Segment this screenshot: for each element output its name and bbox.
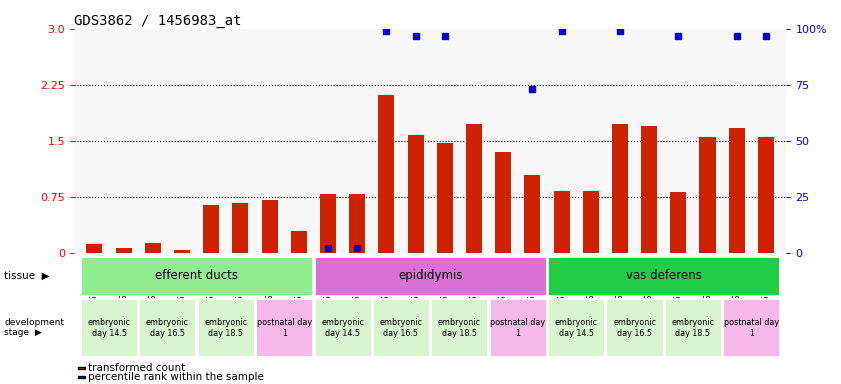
Text: embryonic
day 16.5: embryonic day 16.5 <box>379 318 422 338</box>
Bar <box>197 298 255 357</box>
Bar <box>641 126 657 253</box>
Bar <box>670 192 686 253</box>
Text: embryonic
day 14.5: embryonic day 14.5 <box>321 318 364 338</box>
Bar <box>262 200 278 253</box>
Bar <box>436 143 452 253</box>
Text: embryonic
day 16.5: embryonic day 16.5 <box>146 318 189 338</box>
Bar <box>349 194 365 253</box>
Bar <box>553 191 569 253</box>
Bar <box>700 137 716 253</box>
Bar <box>758 137 774 253</box>
Text: embryonic
day 16.5: embryonic day 16.5 <box>613 318 656 338</box>
Bar <box>547 298 606 357</box>
Bar <box>612 124 628 253</box>
Text: postnatal day
1: postnatal day 1 <box>257 318 312 338</box>
Bar <box>728 127 745 253</box>
Bar <box>372 298 430 357</box>
Text: tissue  ▶: tissue ▶ <box>4 271 50 281</box>
Bar <box>583 191 599 253</box>
Text: embryonic
day 14.5: embryonic day 14.5 <box>555 318 598 338</box>
Bar <box>314 256 547 296</box>
Bar <box>291 231 307 253</box>
Text: embryonic
day 14.5: embryonic day 14.5 <box>87 318 130 338</box>
Bar <box>232 203 248 253</box>
Bar <box>115 248 132 253</box>
Text: postnatal day
1: postnatal day 1 <box>724 318 779 338</box>
Bar <box>255 298 313 357</box>
Text: percentile rank within the sample: percentile rank within the sample <box>88 372 264 382</box>
Bar <box>314 298 372 357</box>
Bar <box>489 298 547 357</box>
Text: embryonic
day 18.5: embryonic day 18.5 <box>438 318 481 338</box>
Bar <box>431 298 489 357</box>
Bar <box>606 298 664 357</box>
Text: transformed count: transformed count <box>88 363 186 373</box>
Text: efferent ducts: efferent ducts <box>155 270 238 282</box>
Text: development
stage  ▶: development stage ▶ <box>4 318 64 338</box>
Text: vas deferens: vas deferens <box>626 270 701 282</box>
Bar <box>174 250 190 253</box>
Bar <box>547 256 780 296</box>
Bar <box>87 245 103 253</box>
Bar <box>495 152 511 253</box>
Bar <box>80 256 313 296</box>
Bar <box>524 175 541 253</box>
Bar <box>722 298 780 357</box>
Text: GDS3862 / 1456983_at: GDS3862 / 1456983_at <box>74 14 241 28</box>
Bar <box>408 135 424 253</box>
Bar <box>145 243 161 253</box>
Bar <box>320 194 336 253</box>
Bar <box>80 298 138 357</box>
Bar <box>466 124 482 253</box>
Text: embryonic
day 18.5: embryonic day 18.5 <box>671 318 714 338</box>
Text: embryonic
day 18.5: embryonic day 18.5 <box>204 318 247 338</box>
Bar <box>204 205 220 253</box>
Bar <box>664 298 722 357</box>
Bar <box>378 95 394 253</box>
Text: epididymis: epididymis <box>398 270 463 282</box>
Text: postnatal day
1: postnatal day 1 <box>490 318 545 338</box>
Bar <box>139 298 197 357</box>
